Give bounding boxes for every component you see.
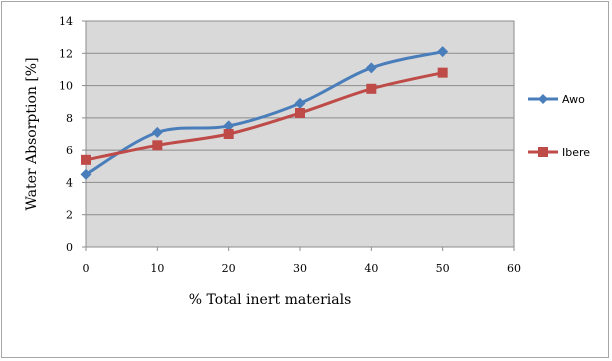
data-point-ibere: [223, 129, 234, 139]
data-point-ibere: [81, 154, 91, 165]
y-tick-label: 6: [66, 144, 73, 157]
legend-marker-awo: [538, 94, 548, 104]
series-layer: [80, 46, 449, 180]
legend-item-awo: Awo: [528, 93, 585, 106]
y-axis-title: Water Absorption [%]: [24, 57, 40, 210]
x-tick-label: 40: [364, 262, 378, 275]
data-point-awo: [437, 46, 449, 58]
x-tick-label: 60: [507, 262, 521, 275]
data-point-awo: [365, 62, 377, 74]
data-point-awo: [80, 168, 92, 180]
data-point-awo: [223, 120, 235, 132]
y-tick-label: 4: [66, 176, 73, 189]
x-tick-label: 50: [436, 262, 450, 275]
legend-label-ibere: Ibere: [562, 146, 590, 159]
data-point-ibere: [437, 67, 448, 78]
data-point-ibere: [152, 140, 163, 151]
series-line-ibere: [85, 71, 443, 162]
x-tick-label: 0: [83, 262, 90, 275]
legend-marker-ibere: [538, 147, 548, 157]
gridlines: [86, 52, 514, 216]
data-point-awo: [151, 126, 163, 138]
y-tick-label: 12: [59, 47, 73, 60]
y-tick-label: 8: [66, 112, 73, 125]
x-tick-label: 20: [222, 262, 236, 275]
legend-label-awo: Awo: [562, 93, 585, 106]
data-point-ibere: [366, 83, 377, 94]
y-tick-label: 0: [66, 241, 73, 254]
x-axis-title: % Total inert materials: [189, 292, 352, 308]
legend: Awo Ibere: [528, 93, 590, 159]
series-ibere: [81, 67, 448, 165]
series-awo: [80, 46, 449, 180]
y-axis-ticks: 0 2 4 6 8 10 12 14: [59, 15, 86, 254]
y-tick-label: 14: [59, 15, 73, 28]
legend-item-ibere: Ibere: [528, 146, 590, 159]
y-tick-label: 2: [66, 209, 73, 222]
data-point-ibere: [295, 108, 305, 119]
x-axis-ticks: 0 10 20 30 40 50 60: [83, 247, 521, 275]
x-tick-label: 10: [150, 262, 164, 275]
data-point-awo: [294, 97, 306, 109]
series-line-awo: [85, 50, 443, 176]
x-tick-label: 30: [293, 262, 307, 275]
y-tick-label: 10: [59, 80, 73, 93]
